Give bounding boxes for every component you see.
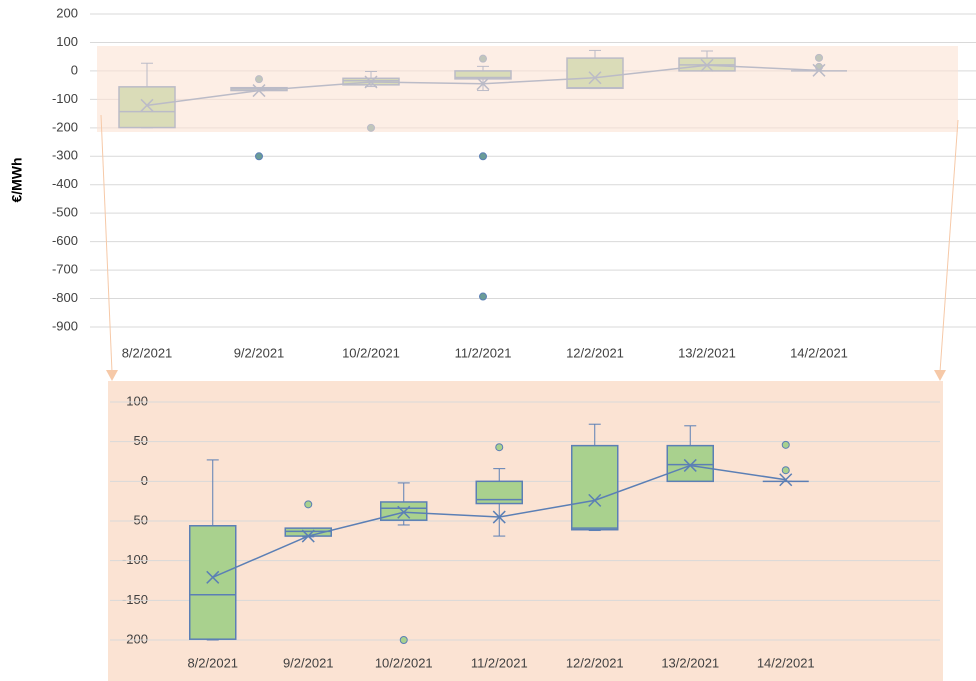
mean-marker bbox=[397, 505, 411, 519]
y-tick-label: 0 bbox=[71, 62, 78, 77]
y-tick-label: -600 bbox=[52, 233, 78, 248]
y-tick-label: -100 bbox=[52, 91, 78, 106]
connector bbox=[939, 119, 959, 373]
x-tick-label: 12/2/2021 bbox=[566, 345, 624, 360]
y-tick-label: 0 bbox=[141, 473, 148, 488]
box bbox=[189, 525, 237, 640]
y-tick-label: 100 bbox=[56, 34, 78, 49]
y-tick-label: 50 bbox=[134, 433, 148, 448]
y-tick-label: 100 bbox=[126, 393, 148, 408]
mean-marker bbox=[492, 510, 506, 524]
x-tick-label: 10/2/2021 bbox=[342, 345, 400, 360]
x-tick-label: 11/2/2021 bbox=[455, 345, 512, 360]
outlier bbox=[479, 152, 487, 161]
mean-marker bbox=[588, 493, 602, 507]
box bbox=[475, 480, 523, 505]
x-tick-label: 11/2/2021 bbox=[471, 655, 528, 670]
arrowhead bbox=[934, 370, 946, 381]
outlier bbox=[255, 152, 263, 161]
y-axis-label: €/MWh bbox=[9, 157, 25, 202]
zoom-panel bbox=[108, 381, 943, 681]
box bbox=[666, 444, 714, 483]
y-tick-label: 200 bbox=[56, 5, 78, 20]
connector bbox=[100, 114, 113, 373]
y-tick-label: -300 bbox=[52, 148, 78, 163]
y-tick-label: -700 bbox=[52, 262, 78, 277]
outlier bbox=[781, 466, 790, 475]
outlier bbox=[304, 500, 313, 509]
y-tick-label: -100 bbox=[122, 552, 148, 567]
x-tick-label: 13/2/2021 bbox=[678, 345, 736, 360]
x-tick-label: 12/2/2021 bbox=[566, 655, 624, 670]
x-tick-label: 13/2/2021 bbox=[661, 655, 719, 670]
mean-marker bbox=[683, 458, 697, 472]
y-tick-label: -150 bbox=[122, 592, 148, 607]
y-tick-label: -50 bbox=[129, 512, 148, 527]
arrowhead bbox=[106, 370, 118, 381]
outlier bbox=[495, 443, 504, 452]
mean-marker bbox=[779, 473, 793, 487]
x-tick-label: 9/2/2021 bbox=[234, 345, 285, 360]
y-tick-label: -200 bbox=[52, 119, 78, 134]
outlier bbox=[781, 440, 790, 449]
y-tick-label: -500 bbox=[52, 205, 78, 220]
mean-marker bbox=[206, 570, 220, 584]
y-tick-label: -800 bbox=[52, 290, 78, 305]
x-tick-label: 14/2/2021 bbox=[790, 345, 848, 360]
zoom-highlight bbox=[97, 46, 958, 132]
box bbox=[380, 501, 428, 521]
x-tick-label: 14/2/2021 bbox=[757, 655, 815, 670]
x-tick-label: 9/2/2021 bbox=[283, 655, 334, 670]
outlier bbox=[479, 292, 487, 301]
x-tick-label: 10/2/2021 bbox=[375, 655, 433, 670]
x-tick-label: 8/2/2021 bbox=[187, 655, 238, 670]
outlier bbox=[399, 636, 408, 644]
y-tick-label: -400 bbox=[52, 176, 78, 191]
y-tick-label: -900 bbox=[52, 318, 78, 333]
mean-marker bbox=[301, 529, 315, 543]
x-tick-label: 8/2/2021 bbox=[122, 345, 173, 360]
box bbox=[571, 444, 619, 531]
y-tick-label: -200 bbox=[122, 631, 148, 646]
